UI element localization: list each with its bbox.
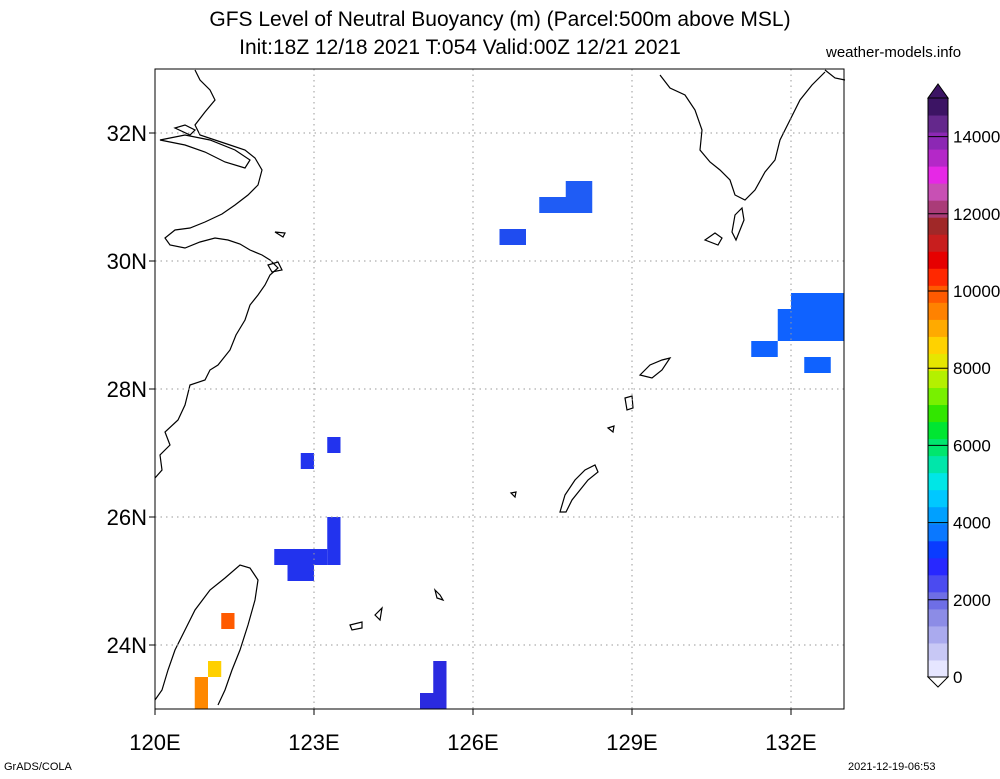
- colorbar-swatch: [928, 455, 948, 474]
- latitude-tick-label: 24N: [107, 633, 147, 658]
- colorbar-swatch: [928, 319, 948, 337]
- colorbar-swatch: [928, 591, 948, 610]
- colorbar-min-arrow: [926, 676, 950, 688]
- colorbar-tick-label: 0: [953, 668, 962, 687]
- latitude-tick-label: 32N: [107, 121, 147, 146]
- buoyancy-cell: [327, 517, 341, 565]
- longitude-tick-label: 132E: [765, 730, 816, 755]
- map-title-line-2: Init:18Z 12/18 2021 T:054 Valid:00Z 12/2…: [239, 36, 681, 59]
- colorbar-swatch: [928, 506, 948, 525]
- footer-timestamp: 2021-12-19-06:53: [848, 761, 936, 773]
- colorbar-swatch: [928, 489, 948, 508]
- colorbar-swatch: [928, 642, 948, 661]
- latitude-tick-label: 28N: [107, 377, 147, 402]
- colorbar-swatch: [928, 625, 948, 644]
- colorbar-swatch: [928, 523, 948, 542]
- colorbar-swatch: [928, 557, 948, 576]
- longitude-ticks: 120E 123E 126E 129E 132E: [129, 709, 817, 755]
- colorbar-swatch: [928, 285, 948, 303]
- colorbar-tick-label: 12000: [953, 205, 1000, 224]
- colorbar-swatch: [928, 370, 948, 388]
- colorbar-tick-label: 10000: [953, 282, 1000, 301]
- credit-text: weather-models.info: [826, 44, 962, 61]
- colorbar-tick-label: 2000: [953, 591, 991, 610]
- buoyancy-cell: [208, 661, 222, 677]
- colorbar-swatch: [928, 217, 948, 235]
- colorbar-swatch: [928, 132, 948, 150]
- colorbar-tick-label: 8000: [953, 359, 991, 378]
- buoyancy-cell: [287, 565, 314, 581]
- longitude-tick-label: 126E: [447, 730, 498, 755]
- colorbar-swatch: [928, 200, 948, 218]
- graticule: [155, 69, 844, 709]
- buoyancy-cell: [539, 197, 593, 213]
- map-frame: [154, 68, 845, 710]
- colorbar-tick-label: 6000: [953, 436, 991, 455]
- latitude-tick-label: 26N: [107, 505, 147, 530]
- colorbar-swatch: [928, 659, 948, 678]
- colorbar-tick-label: 4000: [953, 514, 991, 533]
- buoyancy-cell: [274, 549, 328, 565]
- colorbar-swatch: [928, 421, 948, 440]
- colorbar-swatch: [928, 438, 948, 457]
- buoyancy-cell: [804, 357, 831, 373]
- colorbar-swatch: [928, 336, 948, 354]
- buoyancy-cell: [565, 181, 593, 197]
- footer-grads: GrADS/COLA: [4, 761, 72, 773]
- buoyancy-cell: [751, 341, 778, 357]
- colorbar-swatch: [928, 540, 948, 559]
- colorbar-swatch: [928, 98, 948, 116]
- colorbar-swatch: [928, 472, 948, 491]
- colorbar-swatch: [928, 574, 948, 593]
- colorbar-swatch: [928, 404, 948, 423]
- colorbar-swatch: [928, 268, 948, 286]
- buoyancy-cell: [221, 613, 235, 629]
- buoyancy-cell: [499, 229, 526, 245]
- longitude-tick-label: 120E: [129, 730, 180, 755]
- colorbar-swatch: [928, 183, 948, 201]
- colorbar-swatch: [928, 115, 948, 133]
- buoyancy-cell: [777, 309, 844, 341]
- latitude-ticks: 32N 30N 28N 26N 24N: [107, 121, 155, 658]
- longitude-tick-label: 129E: [606, 730, 657, 755]
- buoyancy-cell: [300, 453, 314, 469]
- colorbar-swatch: [928, 166, 948, 184]
- colorbar-swatch: [928, 234, 948, 252]
- buoyancy-cell: [420, 693, 447, 709]
- buoyancy-cell: [433, 661, 447, 693]
- colorbar-ticks: 0 2000 4000 6000 8000 10000 12000 14000: [928, 128, 1000, 687]
- longitude-tick-label: 123E: [288, 730, 339, 755]
- buoyancy-cell: [327, 437, 341, 453]
- colorbar: [926, 83, 950, 688]
- colorbar-swatch: [928, 608, 948, 627]
- colorbar-tick-label: 14000: [953, 128, 1000, 147]
- map-title-line-1: GFS Level of Neutral Buoyancy (m) (Parce…: [209, 8, 791, 31]
- coastlines: [154, 69, 846, 706]
- colorbar-swatch: [928, 251, 948, 269]
- colorbar-swatch: [928, 149, 948, 167]
- buoyancy-cells: [194, 181, 844, 709]
- colorbar-swatch: [928, 302, 948, 320]
- colorbar-swatch: [928, 387, 948, 406]
- latitude-tick-label: 30N: [107, 249, 147, 274]
- buoyancy-cell: [194, 677, 208, 709]
- colorbar-max-arrow: [927, 83, 949, 99]
- buoyancy-cell: [791, 293, 844, 309]
- colorbar-swatch: [928, 353, 948, 371]
